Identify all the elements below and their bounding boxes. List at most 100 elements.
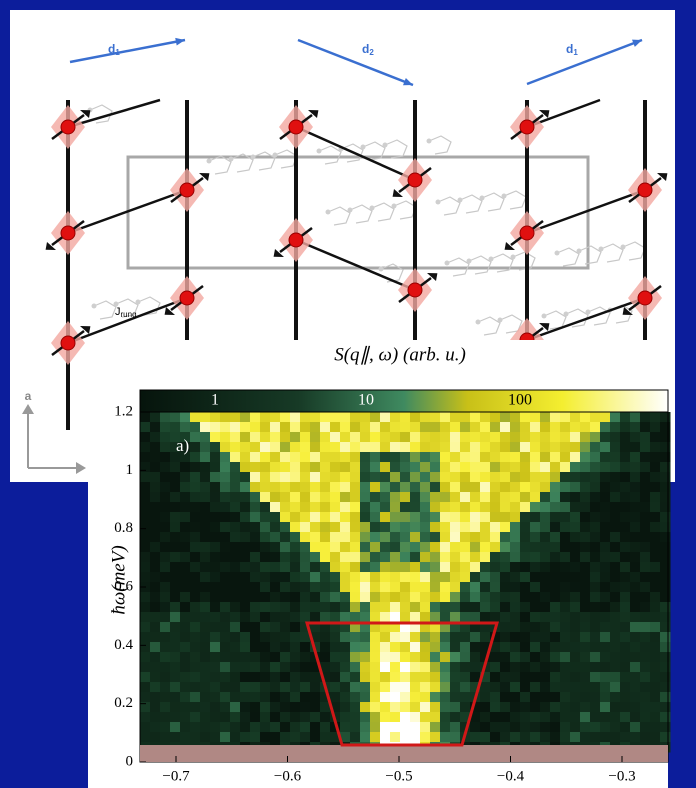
heat-cell xyxy=(650,522,661,533)
heat-cell xyxy=(150,732,161,743)
heat-cell xyxy=(280,522,291,533)
heat-cell xyxy=(170,482,181,493)
heat-cell xyxy=(470,672,481,683)
heat-cell xyxy=(500,532,511,543)
heat-cell xyxy=(540,612,551,623)
heat-cell xyxy=(180,512,191,523)
heat-cell xyxy=(160,482,171,493)
heat-cell xyxy=(590,582,601,593)
heat-cell xyxy=(420,582,431,593)
heat-cell xyxy=(160,492,171,503)
chain-arrow xyxy=(69,38,186,64)
heat-cell xyxy=(540,682,551,693)
heat-cell xyxy=(530,702,541,713)
heat-cell xyxy=(650,492,661,503)
heat-cell xyxy=(360,582,371,593)
heat-cell xyxy=(400,472,411,483)
heat-cell xyxy=(440,642,451,653)
heat-cell xyxy=(630,472,641,483)
chain-arrow-head xyxy=(403,78,413,86)
heat-cell xyxy=(370,592,381,603)
heat-cell xyxy=(240,672,251,683)
heat-cell xyxy=(180,422,191,433)
heat-cell xyxy=(350,422,361,433)
heat-cell xyxy=(620,492,631,503)
heat-cell xyxy=(360,732,371,743)
heat-cell xyxy=(540,562,551,573)
heat-cell xyxy=(150,662,161,673)
heat-cell xyxy=(570,542,581,553)
heat-cell xyxy=(250,692,261,703)
heat-cell xyxy=(300,452,311,463)
heatmap xyxy=(139,411,671,763)
heat-cell xyxy=(360,632,371,643)
heat-cell xyxy=(340,632,351,643)
heat-cell xyxy=(640,512,651,523)
heat-cell xyxy=(300,562,311,573)
heat-cell xyxy=(160,472,171,483)
heat-cell xyxy=(200,522,211,533)
heat-cell xyxy=(250,412,261,423)
heat-cell xyxy=(550,732,561,743)
heat-cell xyxy=(580,552,591,563)
heat-cell xyxy=(330,632,341,643)
heat-cell xyxy=(320,582,331,593)
heat-cell xyxy=(350,562,361,573)
heat-cell xyxy=(260,592,271,603)
heat-cell xyxy=(560,572,571,583)
heat-cell xyxy=(190,602,201,613)
heat-cell xyxy=(320,672,331,683)
heat-cell xyxy=(350,702,361,713)
heat-cell xyxy=(500,472,511,483)
heat-cell xyxy=(300,632,311,643)
heat-cell xyxy=(170,412,181,423)
heat-cell xyxy=(290,412,301,423)
heat-cell xyxy=(220,712,231,723)
heat-cell xyxy=(250,682,261,693)
heat-cell xyxy=(380,542,391,553)
heat-cell xyxy=(470,602,481,613)
heat-cell xyxy=(140,432,151,443)
heat-cell xyxy=(390,582,401,593)
heat-cell xyxy=(270,692,281,703)
heat-cell xyxy=(640,692,651,703)
heat-cell xyxy=(280,552,291,563)
heat-cell xyxy=(650,642,661,653)
heat-cell xyxy=(470,502,481,513)
heat-cell xyxy=(330,462,341,473)
atom xyxy=(620,244,626,250)
heat-cell xyxy=(180,412,191,423)
heat-cell xyxy=(310,612,321,623)
heat-cell xyxy=(340,612,351,623)
heat-cell xyxy=(430,582,441,593)
heat-cell xyxy=(220,442,231,453)
heat-cell xyxy=(570,592,581,603)
heat-cell xyxy=(490,532,501,543)
heat-cell xyxy=(290,682,301,693)
heat-cell xyxy=(620,462,631,473)
heat-cell xyxy=(620,662,631,673)
heat-cell xyxy=(190,432,201,443)
heat-cell xyxy=(200,472,211,483)
heat-cell xyxy=(280,422,291,433)
heat-cell xyxy=(170,722,181,733)
atom xyxy=(360,144,366,150)
heat-cell xyxy=(590,722,601,733)
heat-cell xyxy=(580,652,591,663)
heat-cell xyxy=(500,702,511,713)
heat-cell xyxy=(430,732,441,743)
heat-cell xyxy=(140,422,151,433)
ion xyxy=(519,225,535,241)
heat-cell xyxy=(620,422,631,433)
heat-cell xyxy=(410,722,421,733)
heat-cell xyxy=(580,692,591,703)
heat-cell xyxy=(570,652,581,663)
heat-cell xyxy=(660,572,671,583)
heat-cell xyxy=(270,512,281,523)
heat-cell xyxy=(510,722,521,733)
heat-cell xyxy=(550,722,561,733)
heat-cell xyxy=(180,602,191,613)
heat-cell xyxy=(400,422,411,433)
heat-cell xyxy=(460,562,471,573)
heat-cell xyxy=(380,612,391,623)
